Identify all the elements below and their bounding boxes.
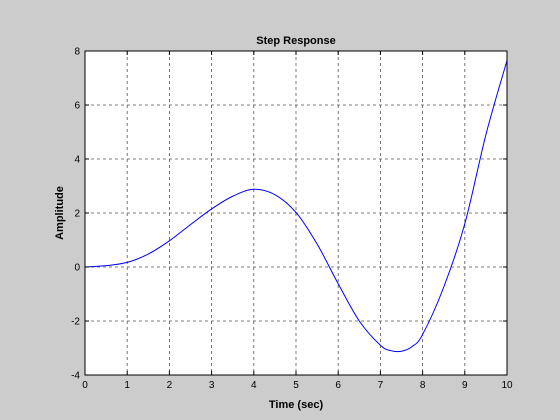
- x-tick-label: 6: [335, 380, 341, 391]
- x-tick-labels: 0 1 2 3 4 5 6 7 8 9 10: [82, 380, 513, 391]
- y-axis-label: Amplitude: [54, 186, 66, 240]
- x-tick-label: 3: [209, 380, 215, 391]
- x-tick-label: 0: [82, 380, 88, 391]
- x-tick-label: 8: [420, 380, 426, 391]
- x-tick-label: 1: [124, 380, 130, 391]
- x-tick-label: 7: [378, 380, 384, 391]
- y-tick-label: 0: [74, 263, 80, 274]
- y-tick-label: 6: [74, 101, 80, 112]
- x-tick-label: 9: [462, 380, 468, 391]
- x-tick-label: 5: [293, 380, 299, 391]
- y-tick-labels: -4 -2 0 2 4 6 8: [71, 47, 80, 382]
- x-axis-label: Time (sec): [269, 399, 324, 411]
- step-response-line: [84, 60, 508, 353]
- x-tick-label: 10: [501, 380, 513, 391]
- chart-title: Step Response: [256, 35, 335, 47]
- y-tick-label: -2: [71, 317, 80, 328]
- y-tick-label: 2: [74, 209, 80, 220]
- y-tick-label: 8: [74, 47, 80, 58]
- x-tick-label: 4: [251, 380, 257, 391]
- y-tick-label: -4: [71, 371, 80, 382]
- x-tick-label: 2: [167, 380, 173, 391]
- y-tick-label: 4: [74, 155, 80, 166]
- data-layer: [84, 60, 508, 353]
- tick-marks: [84, 50, 508, 376]
